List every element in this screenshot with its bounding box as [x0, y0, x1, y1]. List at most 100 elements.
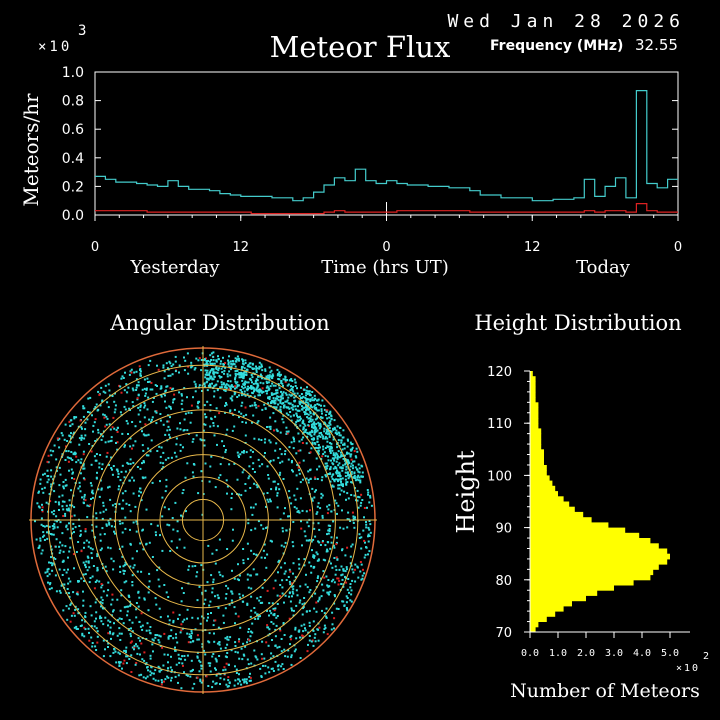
- angular-point: [325, 616, 328, 619]
- angular-point: [255, 553, 258, 556]
- angular-point: [132, 461, 135, 464]
- angular-point: [339, 526, 342, 529]
- angular-point: [130, 654, 133, 657]
- angular-point: [361, 465, 364, 468]
- angular-point: [129, 510, 132, 513]
- angular-point: [352, 571, 355, 574]
- height-y-tick-label: 120: [487, 365, 512, 380]
- angular-point: [350, 449, 353, 452]
- angular-point: [272, 607, 275, 610]
- angular-point: [216, 380, 219, 383]
- angular-red-point: [103, 416, 106, 419]
- angular-red-point: [93, 587, 96, 590]
- angular-point: [343, 442, 346, 445]
- angular-point: [53, 556, 55, 559]
- angular-point: [73, 626, 76, 629]
- angular-point: [96, 568, 99, 571]
- page-title: Meteor Flux: [270, 30, 451, 64]
- angular-point: [224, 366, 227, 369]
- angular-point: [247, 477, 250, 480]
- angular-point: [269, 498, 271, 501]
- angular-point: [303, 388, 306, 391]
- angular-point: [58, 551, 61, 554]
- angular-point: [353, 494, 356, 497]
- angular-red-point: [69, 620, 72, 623]
- angular-point: [81, 436, 83, 439]
- angular-point: [239, 596, 242, 599]
- angular-point: [291, 585, 294, 588]
- angular-point: [338, 478, 341, 481]
- angular-point: [349, 455, 352, 458]
- angular-point: [121, 464, 124, 467]
- angular-point: [304, 397, 307, 399]
- angular-point: [344, 463, 347, 466]
- angular-point: [259, 602, 262, 604]
- angular-point: [161, 496, 164, 499]
- angular-point: [147, 447, 150, 450]
- angular-point: [118, 503, 121, 506]
- angular-point: [354, 516, 356, 519]
- angular-point: [204, 385, 206, 388]
- angular-point: [344, 554, 347, 557]
- angular-point: [277, 409, 280, 412]
- angular-point: [242, 600, 245, 603]
- angular-point: [348, 475, 351, 478]
- angular-point: [329, 480, 332, 483]
- angular-point: [91, 414, 93, 417]
- height-bar: [530, 371, 533, 377]
- angular-point: [63, 583, 66, 586]
- angular-point: [116, 468, 119, 471]
- angular-point: [245, 368, 248, 371]
- angular-point: [266, 465, 269, 468]
- angular-point: [50, 548, 53, 551]
- angular-point: [132, 566, 135, 569]
- angular-point: [280, 382, 283, 384]
- angular-point: [363, 556, 366, 559]
- angular-point: [361, 475, 364, 478]
- angular-point: [270, 612, 273, 615]
- angular-point: [110, 436, 113, 439]
- angular-point: [347, 452, 350, 455]
- angular-point: [183, 418, 186, 421]
- angular-point: [248, 475, 251, 478]
- angular-point: [57, 438, 60, 441]
- angular-red-point: [90, 450, 93, 453]
- angular-point: [311, 499, 314, 502]
- angular-point: [311, 396, 314, 399]
- angular-point: [139, 639, 141, 642]
- angular-point: [369, 494, 372, 497]
- angular-point: [120, 470, 123, 473]
- angular-point: [206, 581, 209, 584]
- angular-point: [262, 382, 265, 385]
- angular-point: [118, 520, 121, 522]
- angular-point: [94, 645, 97, 648]
- angular-point: [176, 530, 179, 533]
- angular-point: [68, 550, 71, 553]
- angular-point: [270, 369, 273, 372]
- angular-point: [53, 525, 56, 528]
- angular-point: [230, 497, 233, 499]
- angular-point: [101, 527, 104, 530]
- angular-point: [219, 474, 222, 477]
- angular-point: [328, 432, 331, 435]
- angular-point: [259, 381, 262, 384]
- angular-point: [119, 609, 122, 612]
- angular-point: [190, 632, 193, 635]
- angular-point: [166, 429, 169, 432]
- angular-point: [305, 392, 308, 394]
- angular-point: [53, 526, 56, 529]
- angular-point: [206, 369, 209, 372]
- height-x-tick-label: 0.0: [521, 648, 539, 659]
- angular-point: [70, 451, 73, 453]
- angular-point: [102, 590, 105, 593]
- angular-point: [334, 595, 336, 598]
- angular-point: [69, 504, 72, 507]
- angular-point: [328, 530, 331, 532]
- angular-point: [166, 675, 169, 678]
- angular-point: [201, 591, 204, 594]
- angular-point: [252, 450, 254, 453]
- angular-point: [50, 485, 53, 488]
- angular-point: [296, 510, 299, 513]
- angular-point: [328, 433, 331, 436]
- angular-point: [98, 580, 101, 583]
